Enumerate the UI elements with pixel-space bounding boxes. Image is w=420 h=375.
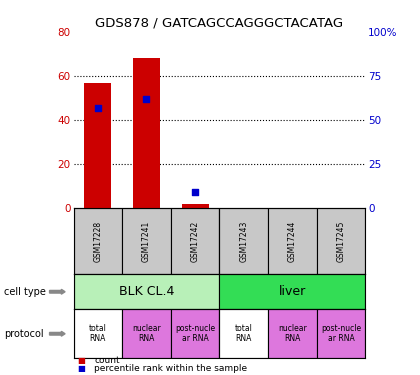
Text: ■: ■ [78,356,86,365]
Text: post-nucle
ar RNA: post-nucle ar RNA [175,324,215,344]
Text: total
RNA: total RNA [89,324,107,344]
Bar [220,309,268,358]
Bar [268,208,317,274]
Text: GSM17242: GSM17242 [191,220,200,262]
Text: protocol: protocol [4,329,44,339]
Point [94,105,101,111]
Text: GSM17228: GSM17228 [93,220,102,261]
Text: percentile rank within the sample: percentile rank within the sample [94,364,248,373]
Bar [182,204,208,208]
Title: GDS878 / GATCAGCCAGGGCTACATAG: GDS878 / GATCAGCCAGGGCTACATAG [95,16,344,29]
Text: GSM17244: GSM17244 [288,220,297,262]
Text: liver: liver [279,285,306,298]
Bar [74,309,122,358]
Text: nuclear
RNA: nuclear RNA [278,324,307,344]
Text: total
RNA: total RNA [235,324,253,344]
Text: count: count [94,356,120,365]
Bar [122,208,171,274]
Bar [317,208,365,274]
Text: GSM17245: GSM17245 [336,220,346,262]
Bar [268,309,317,358]
Text: GSM17241: GSM17241 [142,220,151,262]
Point [192,189,199,195]
Bar [84,82,111,208]
Text: cell type: cell type [4,287,46,297]
Bar [220,208,268,274]
Bar [317,309,365,358]
Bar [74,274,220,309]
Bar [220,274,365,309]
Bar [171,309,220,358]
Bar [74,208,122,274]
Text: GSM17243: GSM17243 [239,220,248,262]
Bar [133,58,160,208]
Text: nuclear
RNA: nuclear RNA [132,324,161,344]
Text: ■: ■ [78,364,86,373]
Text: post-nucle
ar RNA: post-nucle ar RNA [321,324,361,344]
Text: BLK CL.4: BLK CL.4 [119,285,174,298]
Bar [171,208,220,274]
Bar [122,309,171,358]
Point [143,96,150,102]
